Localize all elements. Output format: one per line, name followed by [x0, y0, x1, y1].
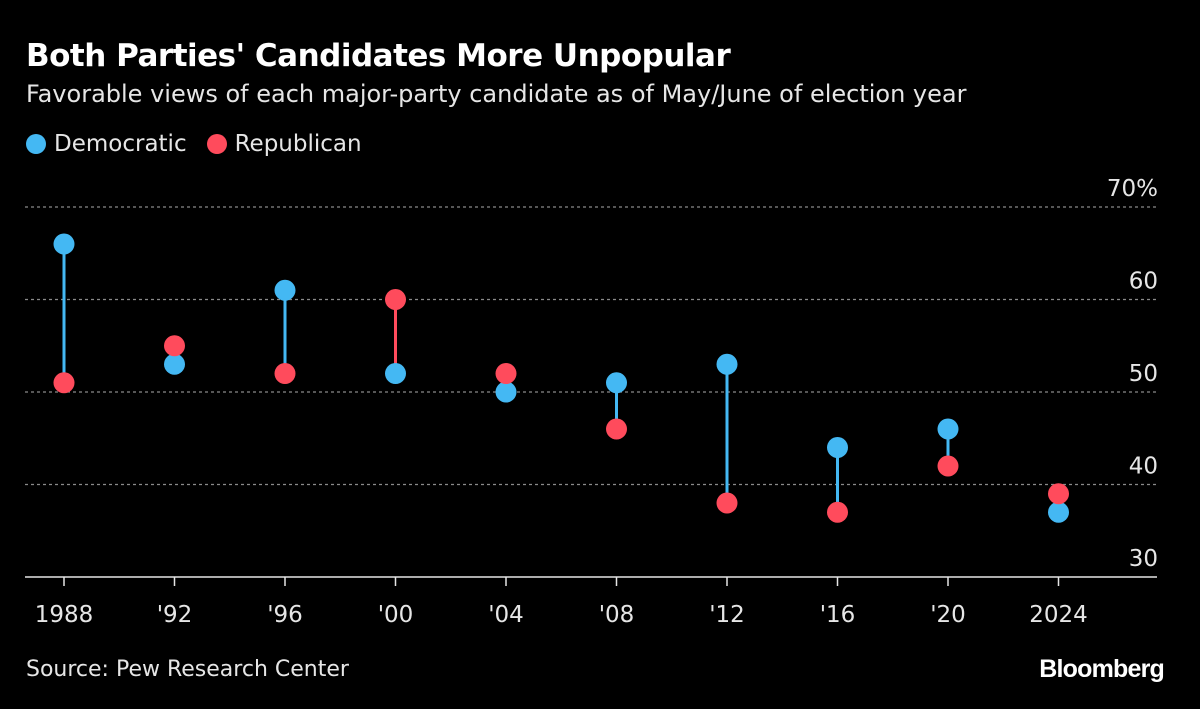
republican-point — [716, 492, 738, 514]
democratic-point — [937, 418, 959, 440]
republican-point — [606, 418, 627, 440]
republican-point — [827, 501, 848, 523]
republican-point — [937, 455, 959, 477]
democratic-point — [164, 353, 185, 375]
democratic-point — [495, 381, 517, 403]
y-tick-label: 30 — [1129, 546, 1158, 572]
legend-dot-icon — [26, 134, 46, 154]
legend-republican: Republican — [206, 131, 362, 157]
chart-title: Both Parties' Candidates More Unpopular — [26, 38, 731, 74]
x-tick-label: '08 — [599, 602, 635, 628]
y-tick-label: 70% — [1107, 176, 1158, 202]
legend-label: Democratic — [54, 131, 187, 157]
democratic-point — [53, 233, 75, 255]
x-tick-label: 1988 — [35, 602, 94, 628]
democratic-point — [606, 372, 627, 394]
source-note: Source: Pew Research Center — [26, 657, 349, 682]
republican-point — [53, 372, 75, 394]
x-tick-label: '04 — [488, 602, 524, 628]
republican-point — [1048, 483, 1069, 505]
legend-dot-icon — [206, 134, 227, 154]
y-tick-label: 50 — [1129, 361, 1158, 387]
democratic-point — [1048, 501, 1069, 523]
chart-subtitle: Favorable views of each major-party cand… — [26, 80, 967, 108]
x-tick-label: '92 — [157, 602, 193, 628]
x-tick-label: '16 — [820, 602, 856, 628]
democratic-point — [274, 279, 296, 301]
x-tick-label: '96 — [267, 602, 303, 628]
republican-point — [385, 289, 406, 310]
x-tick-label: '20 — [930, 602, 966, 628]
republican-point — [164, 335, 185, 357]
y-tick-label: 40 — [1129, 454, 1158, 480]
legend-label: Republican — [234, 131, 362, 157]
legend: Democratic Republican — [26, 131, 382, 157]
x-tick-label: '12 — [709, 602, 745, 628]
x-tick-label: '00 — [378, 602, 414, 628]
democratic-point — [385, 363, 406, 384]
democratic-point — [716, 353, 738, 375]
bloomberg-logo: Bloomberg — [1039, 655, 1165, 683]
y-tick-label: 60 — [1129, 269, 1158, 295]
republican-point — [274, 363, 296, 384]
legend-democratic: Democratic — [26, 131, 187, 157]
x-tick-label: 2024 — [1029, 602, 1088, 628]
republican-point — [495, 363, 517, 384]
democratic-point — [827, 437, 848, 458]
